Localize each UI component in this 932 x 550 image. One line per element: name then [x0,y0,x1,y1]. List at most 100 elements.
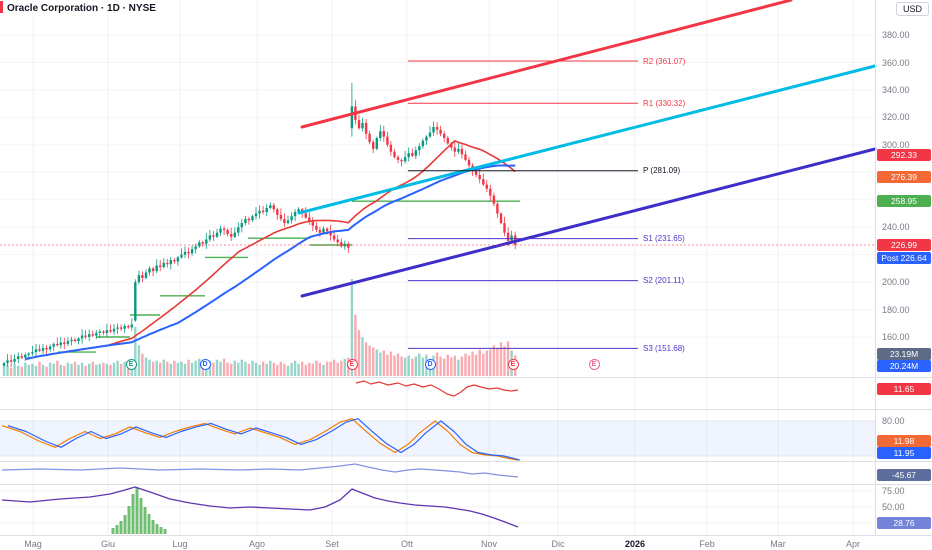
candle [119,327,123,329]
time-axis-label[interactable]: Giu [100,539,115,549]
histogram-bar [159,527,163,534]
earnings-marker[interactable]: E [346,359,358,370]
volume-bar [38,361,41,376]
candle [34,349,38,353]
trendline-layer [297,0,877,298]
candle [208,235,212,240]
volume-bar [503,346,506,376]
candle [393,151,396,158]
candle [112,328,116,332]
candle [432,127,435,133]
earnings-marker[interactable]: E [588,359,600,370]
candle [400,159,403,162]
candle [308,217,311,222]
candle [183,251,187,255]
volume-bar [254,362,258,376]
candle [396,157,400,160]
histogram-bar [123,515,127,534]
volume-bar [396,353,400,376]
candle [162,262,165,267]
time-axis-label[interactable]: Mar [770,539,786,549]
volume-bar [91,361,94,376]
candle [77,338,80,342]
volume-bar [162,359,165,376]
price-tag: 11.65 [877,383,931,395]
candle [38,349,41,351]
candle [98,331,101,333]
time-axis-label[interactable]: Feb [699,539,715,549]
price-scale[interactable]: 380.00 360.00 340.00 320.00 300.00 240.00 200.… [875,0,932,535]
volume-bar [411,358,414,376]
symbol-legend[interactable]: Oracle Corporation · 1D · NYSE [7,3,156,14]
ma-slow-blue [25,164,516,360]
volume-bar [24,362,27,376]
time-axis-label[interactable]: Nov [480,539,497,549]
price-tag: 292.33 [877,149,931,161]
axis-tick: 50.00 [882,502,905,512]
currency-toggle-button[interactable]: USD [896,2,930,16]
candle [293,212,297,217]
volume-bar [176,362,180,376]
volume-bar [134,327,137,376]
candle [84,335,87,337]
candle [446,138,449,144]
volume-bar [116,360,119,376]
volume-bar [400,356,403,376]
candle [52,343,55,347]
dividend-marker[interactable]: D [424,359,436,370]
volume-bar [301,361,304,376]
candle [492,195,496,204]
price-tag: 226.99 [877,239,931,251]
volume-bar [329,361,332,376]
volume-bar [261,361,265,376]
earnings-marker[interactable]: E [125,359,137,370]
candle [95,332,98,336]
volume-bar [439,356,442,376]
time-axis-label[interactable]: Mag [24,539,42,549]
volume-bar [215,359,219,376]
symbol-title: Oracle Corporation · 1D · NYSE [7,3,156,14]
volume-bar [190,362,194,376]
time-axis-label[interactable]: Apr [845,539,860,549]
candle [137,275,141,283]
candle [251,216,254,221]
candle [130,324,133,328]
volume-bar [489,349,492,376]
candle [230,234,233,237]
stoch-d-line [7,418,521,461]
volume-bar [464,353,467,376]
dividend-marker[interactable]: D [199,359,211,370]
time-axis-label[interactable]: Set [325,539,339,549]
channel-trendline[interactable] [297,64,877,215]
price-tag: 258.95 [877,195,931,207]
candle [425,136,428,141]
volume-bar [222,358,226,376]
earnings-marker[interactable]: E [507,359,519,370]
volume-bar [148,359,151,376]
volume-bar [340,360,343,376]
time-scale[interactable]: Mag Giu Lug Ago Set Ott Nov Dic 2026 Feb Mar Apr [0,535,932,550]
market-status-strip [0,1,3,13]
time-axis-label[interactable]: Lug [172,539,188,549]
volume-bar [457,359,460,376]
support-trendline[interactable] [300,147,877,298]
volume-bar [506,341,510,376]
candle [66,341,70,344]
candle [361,122,364,129]
time-axis-label[interactable]: Ago [248,539,265,549]
volume-bar [357,330,361,376]
candle [279,214,283,219]
candle [226,229,229,234]
price-tag: 23.19M [877,348,931,360]
candle [379,131,382,138]
volume-bar [496,348,499,376]
volume-bar [467,355,471,376]
candle [315,225,318,230]
volume-bar [219,361,222,376]
candle [489,188,492,196]
resistance-trendline[interactable] [300,0,793,129]
time-axis-label[interactable]: Dic [551,539,565,549]
time-axis-label[interactable]: 2026 [624,539,646,549]
time-axis-label[interactable]: Ott [400,539,413,549]
